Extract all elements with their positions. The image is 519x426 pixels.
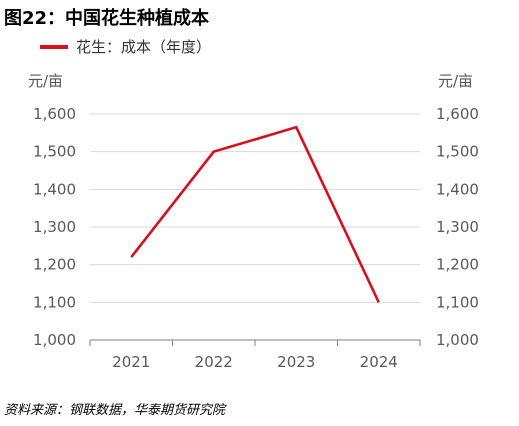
x-tick-label: 2021	[112, 353, 150, 371]
chart-title: 图22：中国花生种植成本	[4, 7, 209, 29]
legend-label: 花生：成本（年度）	[76, 38, 211, 56]
y-axis-unit-left: 元/亩	[28, 72, 63, 90]
legend: 花生：成本（年度）	[40, 38, 211, 56]
y-axis-right: 1,000 1,100 1,200 1,300 1,400 1,500 1,600	[436, 105, 479, 349]
x-tick-label: 2023	[277, 353, 315, 371]
source-note: 资料来源：钢联数据，华泰期货研究院	[4, 402, 227, 418]
series-line	[130, 125, 380, 303]
series-layer	[130, 125, 380, 303]
y-tick-label-right: 1,500	[436, 143, 479, 161]
y-tick-label-right: 1,400	[436, 180, 479, 198]
y-tick-label-left: 1,600	[33, 105, 76, 123]
y-axis-left: 1,000 1,100 1,200 1,300 1,400 1,500 1,600	[33, 105, 76, 349]
y-axis-unit-right: 元/亩	[438, 72, 473, 90]
y-tick-label-left: 1,500	[33, 143, 76, 161]
y-tick-label-left: 1,400	[33, 180, 76, 198]
y-tick-label-left: 1,200	[33, 256, 76, 274]
x-axis: 2021 2022 2023 2024	[89, 339, 421, 371]
x-tick-label: 2024	[360, 353, 398, 371]
y-tick-label-right: 1,600	[436, 105, 479, 123]
y-tick-label-left: 1,300	[33, 218, 76, 236]
y-tick-label-right: 1,300	[436, 218, 479, 236]
y-tick-label-left: 1,100	[33, 293, 76, 311]
gridlines	[90, 113, 420, 303]
y-tick-label-left: 1,000	[33, 331, 76, 349]
y-tick-label-right: 1,200	[436, 256, 479, 274]
x-tick-label: 2022	[195, 353, 233, 371]
y-tick-label-right: 1,100	[436, 293, 479, 311]
y-tick-label-right: 1,000	[436, 331, 479, 349]
